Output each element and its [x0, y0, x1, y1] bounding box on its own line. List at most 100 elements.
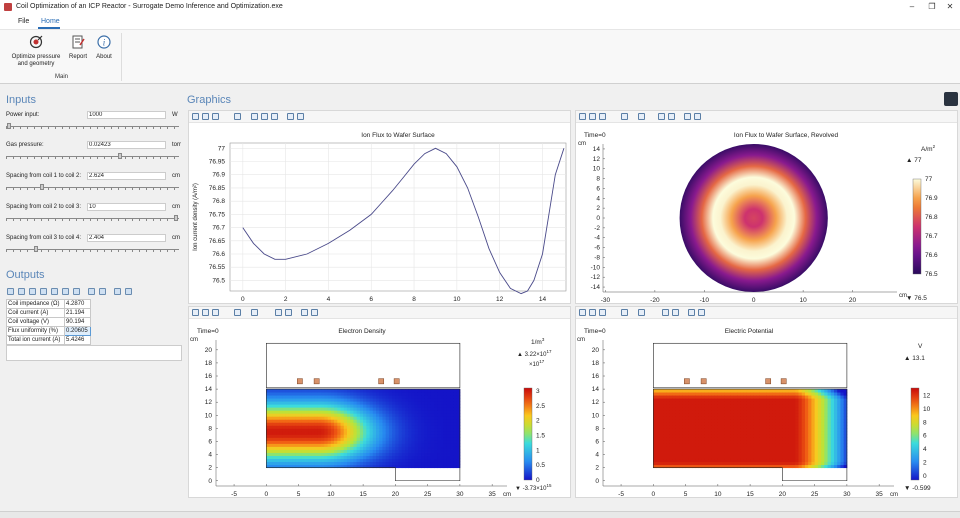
field-cell: [363, 455, 367, 460]
field-cell: [440, 455, 445, 460]
field-cell: [311, 413, 316, 417]
field-cell: [756, 455, 761, 460]
field-cell: [301, 428, 306, 432]
s12-unit: cm: [172, 173, 180, 179]
camera-icon[interactable]: [688, 309, 695, 316]
save-table-icon[interactable]: [125, 288, 132, 295]
optimize-button[interactable]: Optimize pressure and geometry: [8, 35, 64, 68]
zoom-out-icon[interactable]: [202, 113, 209, 120]
row-value[interactable]: 0.20605: [64, 326, 91, 336]
zoom-out-icon[interactable]: [589, 113, 596, 120]
s23-input[interactable]: 10: [87, 203, 166, 211]
field-cell: [334, 404, 338, 408]
field-cell: [701, 410, 706, 414]
row-value[interactable]: 21.194: [64, 308, 91, 318]
zoom-box-icon[interactable]: [212, 113, 219, 120]
gas-slider[interactable]: [6, 153, 179, 159]
field-cell: [717, 410, 722, 414]
scene-light-icon[interactable]: [658, 113, 665, 120]
field-cell: [321, 437, 325, 441]
zoom-box-icon[interactable]: [212, 309, 219, 316]
views-icon[interactable]: [638, 113, 645, 120]
row-value[interactable]: 5.4246: [64, 335, 91, 345]
field-cell: [388, 446, 393, 450]
full-precision-icon[interactable]: [73, 288, 80, 295]
zoom-in-icon[interactable]: [579, 309, 586, 316]
field-cell: [724, 455, 728, 460]
row-value[interactable]: 90.194: [64, 317, 91, 327]
transparency-icon[interactable]: [672, 309, 679, 316]
field-cell: [311, 398, 316, 402]
zoom-extents-icon[interactable]: [234, 309, 241, 316]
menu-file[interactable]: File: [18, 18, 30, 25]
views-icon[interactable]: [638, 309, 645, 316]
field-cell: [388, 434, 393, 438]
zoom-out-icon[interactable]: [202, 309, 209, 316]
clipboard-icon[interactable]: [114, 288, 121, 295]
field-cell: [327, 398, 332, 402]
export-icon[interactable]: [99, 288, 106, 295]
zoom-extents-icon[interactable]: [621, 113, 628, 120]
power-input[interactable]: 1000: [87, 111, 166, 119]
table-icon[interactable]: [7, 288, 14, 295]
zoom-box-icon[interactable]: [599, 113, 606, 120]
app-logo-icon[interactable]: [944, 92, 958, 106]
engineering-icon[interactable]: [62, 288, 69, 295]
print-icon[interactable]: [311, 309, 318, 316]
zoom-extents-icon[interactable]: [234, 113, 241, 120]
s12-input[interactable]: 2.624: [87, 172, 166, 180]
align-icon[interactable]: [18, 288, 25, 295]
s23-slider[interactable]: [6, 215, 179, 221]
zoom-extents-icon[interactable]: [621, 309, 628, 316]
minimize-icon[interactable]: –: [909, 2, 915, 11]
transparency-icon[interactable]: [285, 309, 292, 316]
precision-icon[interactable]: [29, 288, 36, 295]
field-cell: [414, 392, 419, 396]
s34-input[interactable]: 2.404: [87, 234, 166, 242]
s34-slider[interactable]: [6, 246, 179, 252]
camera-icon[interactable]: [684, 113, 691, 120]
field-cell: [737, 407, 741, 411]
field-cell: [343, 419, 348, 423]
zoom-in-icon[interactable]: [579, 113, 586, 120]
field-cell: [779, 461, 783, 466]
field-cell: [740, 437, 745, 441]
zoom-in-icon[interactable]: [192, 113, 199, 120]
transparency-icon[interactable]: [668, 113, 675, 120]
zoom-in-icon[interactable]: [192, 309, 199, 316]
s12-slider[interactable]: [6, 184, 179, 190]
field-cell: [446, 440, 451, 444]
copy-icon[interactable]: [88, 288, 95, 295]
field-cell: [446, 446, 451, 450]
scene-light-icon[interactable]: [662, 309, 669, 316]
report-button[interactable]: Report: [67, 35, 89, 61]
zoom-out-icon[interactable]: [589, 309, 596, 316]
zoom-box-icon[interactable]: [599, 309, 606, 316]
field-cell: [743, 389, 748, 393]
legend-icon[interactable]: [271, 113, 278, 120]
decimals-icon[interactable]: [40, 288, 47, 295]
field-cell: [659, 416, 664, 420]
row-value[interactable]: 4.2870: [64, 299, 91, 309]
print-icon[interactable]: [698, 309, 705, 316]
scene-light-icon[interactable]: [275, 309, 282, 316]
views-icon[interactable]: [251, 309, 258, 316]
power-slider[interactable]: [6, 123, 179, 129]
field-cell: [301, 407, 306, 411]
menu-home[interactable]: Home: [41, 18, 60, 25]
field-cell: [430, 443, 435, 447]
format-icon[interactable]: [51, 288, 58, 295]
about-button[interactable]: i About: [93, 35, 115, 61]
field-cell: [711, 446, 716, 450]
print-icon[interactable]: [297, 113, 304, 120]
grid-icon[interactable]: [251, 113, 258, 120]
gas-input[interactable]: 0.02423: [87, 141, 166, 149]
camera-icon[interactable]: [301, 309, 308, 316]
field-cell: [811, 437, 816, 441]
print-icon[interactable]: [694, 113, 701, 120]
field-cell: [717, 413, 722, 417]
table-view-icon[interactable]: [261, 113, 268, 120]
maximize-icon[interactable]: ❐: [928, 2, 936, 11]
camera-icon[interactable]: [287, 113, 294, 120]
close-icon[interactable]: ✕: [946, 2, 954, 11]
